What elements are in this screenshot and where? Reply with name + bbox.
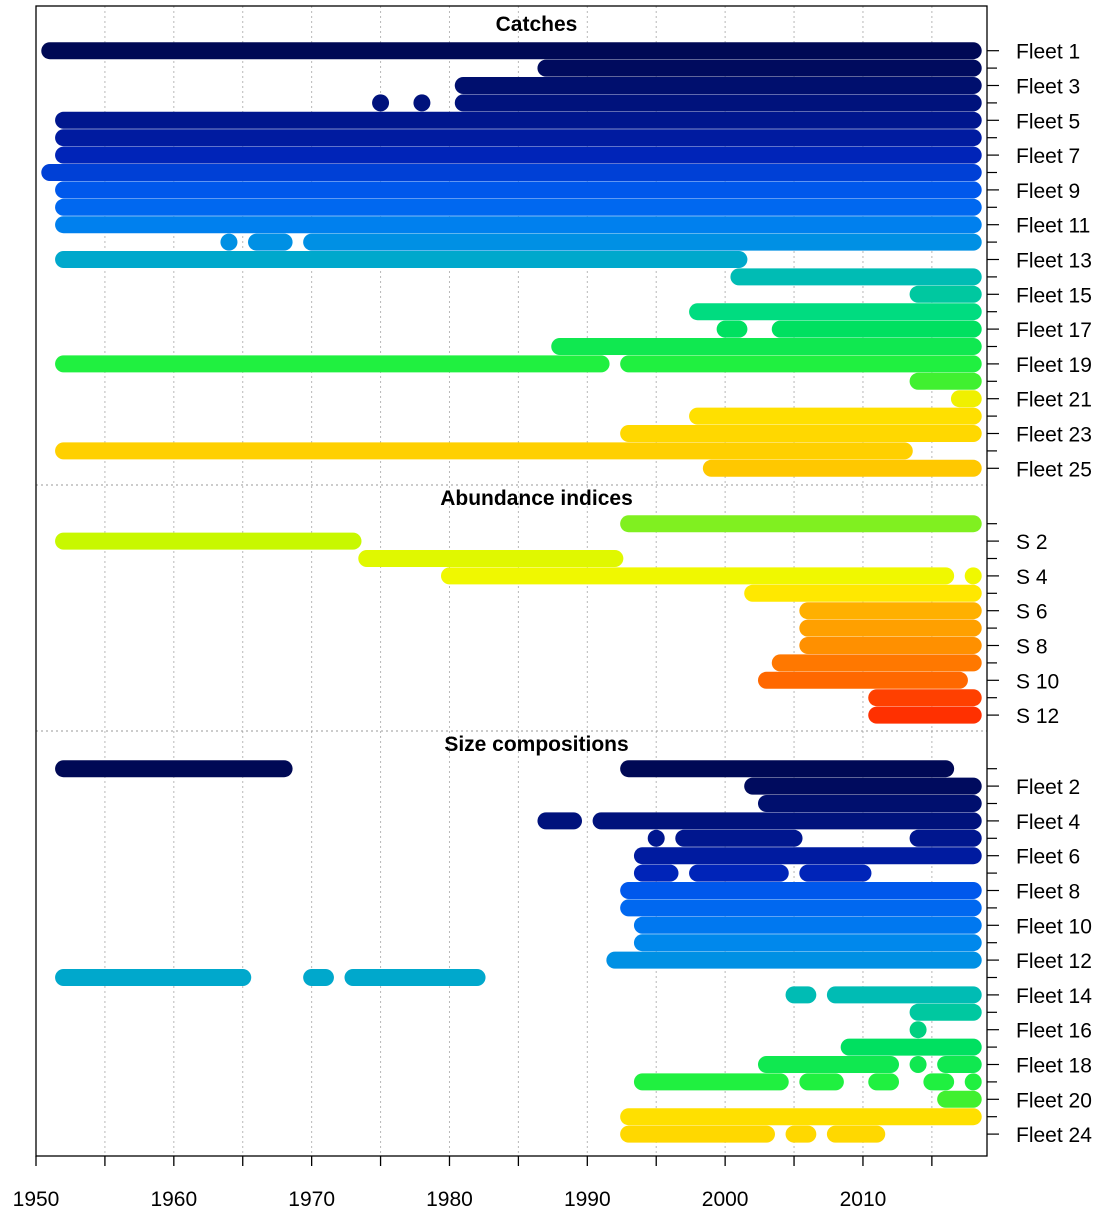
data-point — [964, 1073, 982, 1091]
y-tick-label: Fleet 20 — [1016, 1089, 1092, 1112]
y-tick-label: Fleet 21 — [1016, 389, 1092, 412]
data-point — [647, 829, 665, 847]
y-tick-label: Fleet 17 — [1016, 319, 1092, 342]
y-tick-label: S 4 — [1016, 566, 1048, 589]
plot-frame — [35, 5, 988, 1157]
y-tick-label: Fleet 24 — [1016, 1124, 1092, 1147]
x-tick-label: 1960 — [150, 1188, 197, 1211]
data-point — [220, 233, 238, 251]
data-point — [413, 94, 431, 112]
data-bars — [41, 42, 982, 1143]
section-separators — [36, 484, 987, 732]
data-point — [964, 567, 982, 585]
y-tick-label: Fleet 12 — [1016, 950, 1092, 973]
y-tick-label: Fleet 25 — [1016, 458, 1092, 481]
y-tick-label: S 2 — [1016, 531, 1048, 554]
y-tick-label: Fleet 3 — [1016, 76, 1080, 99]
y-tick-label: Fleet 2 — [1016, 776, 1080, 799]
y-tick-label: Fleet 11 — [1016, 215, 1090, 238]
y-tick-label: S 6 — [1016, 601, 1048, 624]
y-tick-label: Fleet 18 — [1016, 1055, 1092, 1078]
y-tick-label: Fleet 15 — [1016, 284, 1092, 307]
section-title: Size compositions — [444, 733, 628, 756]
data-point — [909, 1021, 927, 1039]
y-tick-label: Fleet 9 — [1016, 180, 1080, 203]
y-tick-label: Fleet 5 — [1016, 110, 1080, 133]
y-tick-label: Fleet 13 — [1016, 250, 1092, 273]
x-tick-label: 1950 — [13, 1188, 60, 1211]
x-tick-label: 2000 — [702, 1188, 749, 1211]
y-tick-label: Fleet 7 — [1016, 145, 1080, 168]
section-title: Catches — [496, 13, 578, 36]
y-tick-label: S 12 — [1016, 705, 1059, 728]
x-tick-label: 1980 — [426, 1188, 473, 1211]
y-tick-label: Fleet 16 — [1016, 1020, 1092, 1043]
y-tick-label: Fleet 8 — [1016, 881, 1080, 904]
y-tick-label: Fleet 4 — [1016, 811, 1081, 834]
y-tick-label: S 8 — [1016, 636, 1048, 659]
x-tick-label: 1970 — [288, 1188, 335, 1211]
x-tick-label: 1990 — [564, 1188, 611, 1211]
y-tick-label: Fleet 1 — [1016, 41, 1080, 64]
y-tick-label: Fleet 14 — [1016, 985, 1092, 1008]
y-tick-label: Fleet 23 — [1016, 424, 1092, 447]
y-tick-label: Fleet 6 — [1016, 846, 1080, 869]
data-point — [372, 94, 390, 112]
axes: 1950 1960 1970 1980 1990 2000 2010 Fleet 1 Fleet… — [13, 41, 1093, 1211]
x-tick-label: 2010 — [840, 1188, 887, 1211]
y-tick-label: S 10 — [1016, 670, 1059, 693]
y-tick-label: Fleet 19 — [1016, 354, 1092, 377]
section-title: Abundance indices — [440, 487, 633, 510]
data-point — [909, 1056, 927, 1073]
y-tick-label: Fleet 10 — [1016, 915, 1092, 938]
section-titles: Catches Abundance indices Size composition… — [440, 13, 633, 756]
